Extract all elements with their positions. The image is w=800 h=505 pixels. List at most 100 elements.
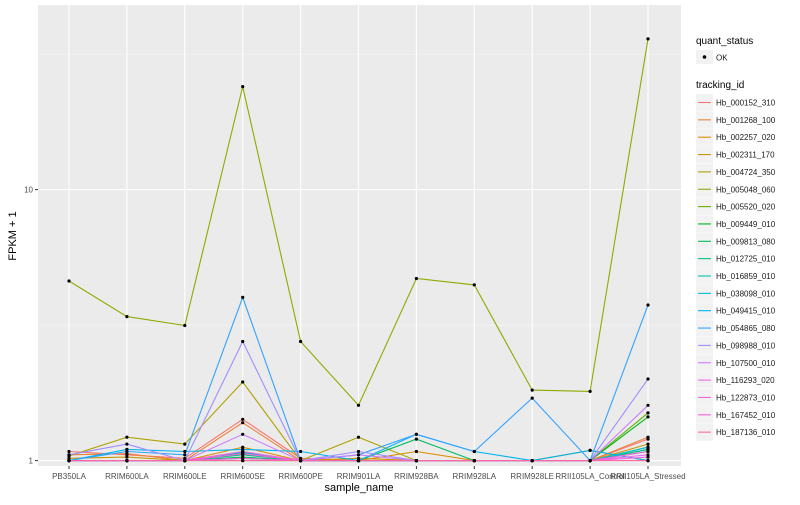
point-hb_038098_010-10 — [646, 445, 650, 449]
x-tick-label-6: RRIM928BA — [394, 472, 439, 481]
legend-label-hb_167452_010: Hb_167452_010 — [716, 411, 776, 420]
legend: quant_status OK tracking_id Hb_000152_31… — [696, 36, 776, 441]
legend-label-hb_049415_010: Hb_049415_010 — [716, 307, 776, 316]
point-hb_005048_060-3 — [241, 85, 245, 89]
point-hb_107500_010-5 — [356, 453, 361, 457]
point-hb_005048_060-10 — [646, 37, 650, 41]
point-hb_000152_310-3 — [241, 417, 245, 421]
point-hb_167452_010-10 — [646, 449, 650, 454]
point-hb_000152_310-2 — [183, 456, 187, 460]
x-axis-title: sample_name — [324, 482, 393, 494]
point-hb_009449_010-10 — [646, 415, 650, 419]
point-hb_116293_020-3 — [241, 449, 245, 454]
legend-label-hb_000152_310: Hb_000152_310 — [716, 99, 776, 108]
point-hb_005048_060-1 — [125, 315, 129, 319]
point-hb_002257_020-3 — [241, 445, 245, 449]
point-hb_054865_080-3 — [241, 295, 245, 299]
point-hb_098988_010-3 — [241, 339, 245, 344]
legend-label-hb_009813_080: Hb_009813_080 — [716, 237, 776, 246]
point-hb_054865_080-8 — [530, 396, 534, 400]
legend-label-hb_038098_010: Hb_038098_010 — [716, 289, 776, 298]
x-tick-label-10: RRII105LA_Stressed — [610, 472, 685, 481]
point-hb_001268_100-10 — [646, 435, 650, 439]
point-hb_002311_170-10 — [646, 442, 650, 446]
legend-label-hb_122873_010: Hb_122873_010 — [716, 393, 776, 402]
y-axis-title: FPKM + 1 — [7, 211, 19, 260]
legend-label-hb_005520_020: Hb_005520_020 — [716, 203, 776, 212]
x-tick-label-7: RRIM928LA — [453, 472, 497, 481]
point-hb_054865_080-2 — [183, 453, 187, 457]
legend-label-hb_016859_010: Hb_016859_010 — [716, 272, 776, 281]
point-hb_122873_010-3 — [241, 456, 245, 460]
point-hb_000152_310-0 — [67, 449, 71, 454]
y-tick-label-1: 10 — [24, 186, 33, 195]
point-hb_187136_010-5 — [356, 459, 361, 463]
point-hb_054865_080-6 — [414, 432, 418, 436]
y-tick-label-0: 1 — [29, 457, 34, 466]
point-hb_122873_010-10 — [646, 455, 650, 459]
point-hb_004724_350-2 — [183, 442, 187, 446]
x-tick-label-0: PB350LA — [52, 472, 86, 481]
legend-title-quant-status: quant_status — [696, 36, 753, 47]
legend-label-hb_116293_020: Hb_116293_020 — [716, 376, 775, 385]
point-hb_049415_010-2 — [183, 449, 187, 454]
legend-label-hb_054865_080: Hb_054865_080 — [716, 324, 776, 333]
point-hb_002311_170-0 — [67, 456, 71, 460]
point-hb_005048_060-6 — [414, 276, 418, 281]
legend-label-hb_098988_010: Hb_098988_010 — [716, 341, 776, 350]
point-hb_187136_010-10 — [646, 459, 650, 463]
x-tick-label-5: RRIM901LA — [337, 472, 381, 481]
point-hb_054865_080-7 — [472, 449, 476, 454]
legend-label-hb_107500_010: Hb_107500_010 — [716, 359, 776, 368]
point-hb_002257_020-6 — [414, 449, 418, 454]
legend-label-hb_012725_010: Hb_012725_010 — [716, 255, 776, 264]
point-hb_001268_100-3 — [241, 421, 245, 425]
minor-gridlines — [38, 53, 681, 326]
point-hb_187136_010-7 — [472, 459, 476, 463]
point-hb_187136_010-0 — [67, 459, 71, 463]
point-hb_009813_080-6 — [414, 437, 418, 441]
point-hb_187136_010-4 — [299, 459, 303, 463]
point-hb_187136_010-8 — [530, 459, 534, 463]
point-hb_002311_170-5 — [356, 456, 361, 460]
point-hb_005048_060-8 — [530, 388, 534, 392]
x-tick-label-8: RRIM928LE — [510, 472, 554, 481]
x-tick-label-1: RRIM600LA — [105, 472, 149, 481]
legend-label-hb_002311_170: Hb_002311_170 — [716, 151, 775, 160]
point-hb_004724_350-5 — [356, 435, 361, 439]
legend-title-tracking-id: tracking_id — [696, 80, 744, 91]
point-hb_005520_020-10 — [646, 411, 650, 415]
point-hb_054865_080-10 — [646, 303, 650, 307]
point-hb_187136_010-3 — [241, 459, 245, 463]
point-hb_187136_010-9 — [588, 459, 592, 463]
point-hb_002311_170-1 — [125, 455, 129, 459]
data-points — [67, 37, 650, 463]
point-hb_187136_010-1 — [125, 459, 129, 463]
point-hb_005048_060-4 — [299, 339, 303, 344]
point-hb_098988_010-10 — [646, 377, 650, 381]
x-tick-label-4: RRIM600PE — [278, 472, 322, 481]
plot-panel — [38, 5, 681, 466]
legend-label-hb_009449_010: Hb_009449_010 — [716, 220, 776, 229]
x-tick-label-9: RRII105LA_Control — [555, 472, 625, 481]
legend-label-hb_004724_350: Hb_004724_350 — [716, 168, 776, 177]
point-hb_049415_010-9 — [588, 448, 592, 452]
point-hb_054865_080-1 — [125, 449, 129, 454]
legend-label-ok: OK — [716, 54, 728, 63]
point-hb_005048_060-0 — [67, 279, 71, 283]
point-hb_187136_010-2 — [183, 459, 187, 463]
x-axis: PB350LA RRIM600LA RRIM600LE RRIM600SE RRIM60… — [52, 466, 686, 481]
legend-label-hb_002257_020: Hb_002257_020 — [716, 133, 776, 142]
legend-label-hb_001268_100: Hb_001268_100 — [716, 116, 776, 125]
point-hb_005048_060-5 — [356, 403, 361, 407]
point-hb_004724_350-3 — [241, 380, 245, 384]
point-hb_049415_010-4 — [299, 449, 303, 454]
legend-label-hb_187136_010: Hb_187136_010 — [716, 428, 776, 437]
x-tick-label-2: RRIM600LE — [163, 472, 207, 481]
legend-label-hb_005048_060: Hb_005048_060 — [716, 185, 776, 194]
point-hb_004724_350-1 — [125, 435, 129, 439]
point-hb_005048_060-7 — [472, 283, 476, 287]
y-axis: 1 10 — [24, 186, 38, 466]
point-hb_098988_010-1 — [125, 442, 129, 446]
